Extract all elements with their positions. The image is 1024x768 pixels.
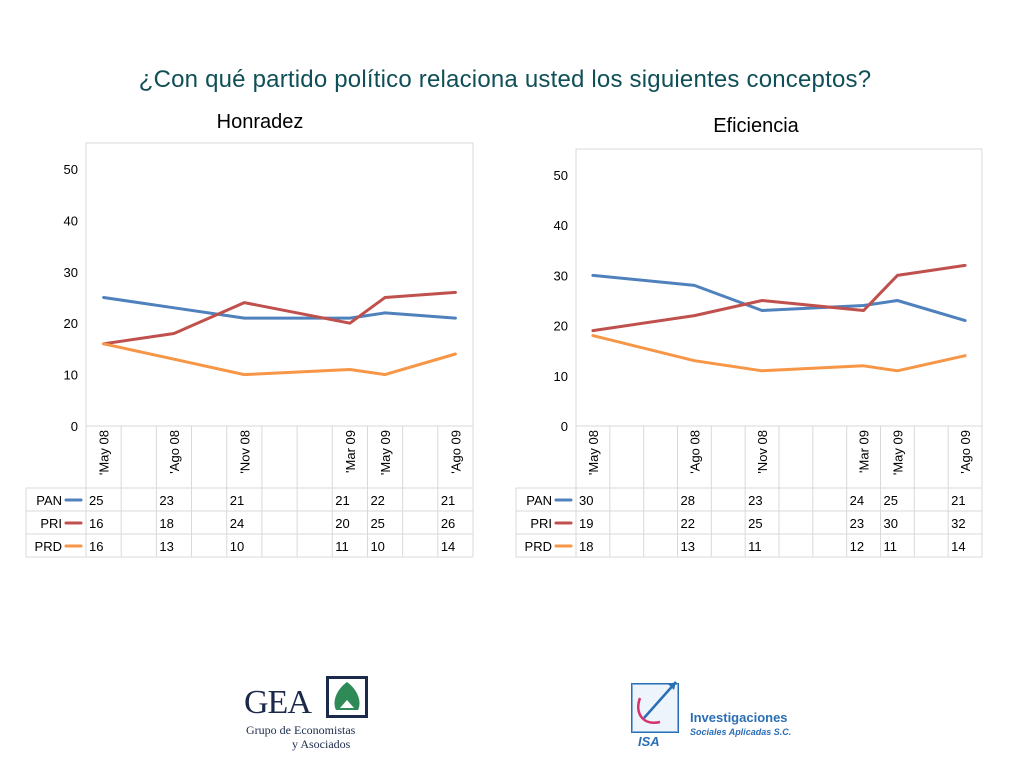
series-line-pan xyxy=(102,296,457,320)
gea-mark-icon xyxy=(326,676,368,718)
y-tick-label: 50 xyxy=(554,168,568,183)
series-line-pan xyxy=(591,273,967,323)
legend-label-pan: PAN xyxy=(526,493,552,508)
y-tick-label: 0 xyxy=(561,419,568,434)
data-label: 16 xyxy=(89,539,103,554)
data-label: 13 xyxy=(681,539,695,554)
x-tick-label: 'Mar 09 xyxy=(857,430,872,473)
gea-line2: y Asociados xyxy=(292,737,351,751)
data-label: 30 xyxy=(884,516,898,531)
data-label: 24 xyxy=(850,493,864,508)
isa-logo: ISA Investigaciones Sociales Aplicadas S… xyxy=(630,676,800,751)
data-label: 30 xyxy=(579,493,593,508)
page-title: ¿Con qué partido político relaciona uste… xyxy=(138,66,872,93)
legend-label-pri: PRI xyxy=(530,516,552,531)
y-tick-label: 30 xyxy=(64,265,78,280)
y-tick-label: 40 xyxy=(554,218,568,233)
data-label: 25 xyxy=(89,493,103,508)
y-tick-label: 50 xyxy=(64,162,78,177)
isa-mark-text: ISA xyxy=(638,734,660,749)
data-label: 21 xyxy=(951,493,965,508)
gea-logo: GEA Grupo de Economistas y Asociados xyxy=(244,674,374,754)
data-label: 18 xyxy=(159,516,173,531)
gea-line1: Grupo de Economistas xyxy=(246,723,356,737)
y-tick-label: 30 xyxy=(554,268,568,283)
plot-area-honradez xyxy=(85,142,474,427)
legend-label-prd: PRD xyxy=(35,539,62,554)
data-label: 11 xyxy=(335,539,349,554)
y-tick-label: 0 xyxy=(71,419,78,434)
data-label: 23 xyxy=(850,516,864,531)
x-tick-label: 'May 08 xyxy=(586,430,601,475)
data-label: 13 xyxy=(159,539,173,554)
data-label: 14 xyxy=(951,539,965,554)
data-label: 25 xyxy=(748,516,762,531)
data-label: 22 xyxy=(370,493,384,508)
data-label: 25 xyxy=(884,493,898,508)
legend-label-prd: PRD xyxy=(525,539,552,554)
x-tick-label: 'Ago 08 xyxy=(687,430,702,474)
series-line-pri xyxy=(591,263,967,333)
isa-mark-icon: ISA xyxy=(631,681,679,749)
data-label: 28 xyxy=(681,493,695,508)
y-tick-label: 10 xyxy=(64,368,78,383)
data-label: 25 xyxy=(370,516,384,531)
legend-label-pri: PRI xyxy=(40,516,62,531)
x-tick-label: 'Mar 09 xyxy=(343,430,358,473)
x-tick-label: 'May 09 xyxy=(378,430,393,475)
series-line-pri xyxy=(102,290,457,346)
data-label: 18 xyxy=(579,539,593,554)
legend-label-pan: PAN xyxy=(36,493,62,508)
x-tick-label: 'Nov 08 xyxy=(755,430,770,474)
data-label: 11 xyxy=(748,539,762,554)
data-label: 21 xyxy=(441,493,455,508)
data-label: 26 xyxy=(441,516,455,531)
isa-line2: Sociales Aplicadas S.C. xyxy=(690,727,792,737)
data-label: 32 xyxy=(951,516,965,531)
x-tick-label: 'May 09 xyxy=(890,430,905,475)
data-label: 21 xyxy=(335,493,349,508)
chart-title-honradez: Honradez xyxy=(216,111,304,133)
data-label: 23 xyxy=(159,493,173,508)
data-label: 10 xyxy=(230,539,244,554)
x-tick-label: 'Ago 09 xyxy=(958,430,973,474)
y-tick-label: 20 xyxy=(64,316,78,331)
data-label: 14 xyxy=(441,539,455,554)
data-label: 12 xyxy=(850,539,864,554)
x-tick-label: 'May 08 xyxy=(97,430,112,475)
data-label: 11 xyxy=(884,539,898,554)
y-tick-label: 10 xyxy=(554,369,568,384)
data-label: 23 xyxy=(748,493,762,508)
x-tick-label: 'Nov 08 xyxy=(237,430,252,474)
data-label: 21 xyxy=(230,493,244,508)
gea-name: GEA xyxy=(244,684,312,721)
x-tick-label: 'Ago 08 xyxy=(167,430,182,474)
data-label: 10 xyxy=(370,539,384,554)
data-label: 16 xyxy=(89,516,103,531)
data-label: 19 xyxy=(579,516,593,531)
charts-canvas: 0 10 20 30 40 50 'May 08 'Ago 08 'Nov 08 'Mar 09 '… xyxy=(25,142,983,558)
chart-title-eficiencia: Eficiencia xyxy=(713,115,799,137)
x-tick-label: 'Ago 09 xyxy=(448,430,463,474)
y-tick-label: 20 xyxy=(554,319,568,334)
data-label: 20 xyxy=(335,516,349,531)
data-label: 22 xyxy=(681,516,695,531)
series-line-prd xyxy=(591,334,967,373)
isa-line1: Investigaciones xyxy=(690,710,788,725)
data-label: 24 xyxy=(230,516,244,531)
series-line-prd xyxy=(102,342,457,377)
y-tick-label: 40 xyxy=(64,213,78,228)
plot-area-eficiencia xyxy=(575,148,983,427)
